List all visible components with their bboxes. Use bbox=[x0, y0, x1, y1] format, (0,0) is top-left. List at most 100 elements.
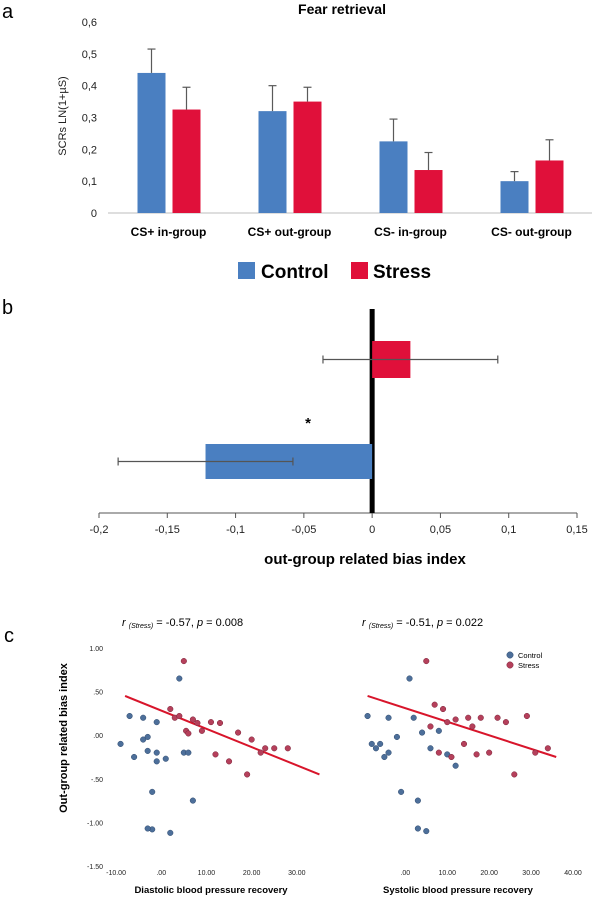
stress-point bbox=[431, 701, 438, 708]
chart-c-ylabel: Out-group related bias index bbox=[58, 662, 70, 813]
stress-point bbox=[486, 749, 493, 756]
legend-control-swatch bbox=[238, 262, 255, 279]
significance-star: * bbox=[305, 415, 311, 432]
stress-point bbox=[212, 751, 219, 758]
x-tick-label: 30.00 bbox=[522, 870, 540, 877]
control-point bbox=[393, 733, 400, 740]
stat-diastolic: r (Stress) = -0.57, p = 0.008 bbox=[122, 617, 243, 631]
stress-point bbox=[189, 716, 196, 723]
panel-label-b: b bbox=[2, 297, 13, 319]
control-point bbox=[185, 749, 192, 756]
x-tick-label: 0,15 bbox=[566, 524, 587, 536]
control-point bbox=[414, 797, 421, 804]
stress-point bbox=[473, 751, 480, 758]
stress-point bbox=[180, 658, 187, 665]
panel-label-c: c bbox=[4, 625, 14, 647]
control-point bbox=[410, 714, 417, 721]
control-point bbox=[144, 825, 151, 832]
stress-point bbox=[185, 730, 192, 737]
control-point bbox=[153, 758, 160, 765]
stress-point bbox=[448, 753, 455, 761]
stress-point bbox=[523, 712, 530, 720]
stress-point bbox=[460, 740, 468, 747]
stress-point bbox=[198, 727, 205, 734]
x-tick-label: 0,1 bbox=[501, 524, 516, 536]
x-tick-label: 20.00 bbox=[243, 870, 261, 877]
y-tick-label: 0,3 bbox=[82, 113, 97, 125]
chart-c2-xlabel: Systolic blood pressure recovery bbox=[383, 885, 534, 896]
stress-point bbox=[244, 771, 251, 778]
x-tick-label: 0,05 bbox=[430, 524, 451, 536]
bar-stress bbox=[414, 170, 443, 213]
x-tick-label: 10.00 bbox=[198, 870, 216, 877]
y-tick-label: 0,5 bbox=[82, 49, 97, 61]
stat-systolic: r (Stress) = -0.51, p = 0.022 bbox=[362, 617, 483, 631]
stress-point bbox=[216, 719, 224, 727]
stress-point bbox=[469, 723, 476, 730]
fit-line bbox=[124, 695, 320, 776]
legend-stress-swatch bbox=[351, 262, 368, 279]
category-label: CS+ in-group bbox=[131, 225, 207, 239]
legend-c-stress-label: Stress bbox=[518, 661, 540, 670]
control-point bbox=[149, 788, 156, 795]
stress-point bbox=[176, 712, 183, 720]
x-tick-label: 20.00 bbox=[480, 870, 498, 877]
x-tick-label: .00 bbox=[156, 870, 166, 877]
legend-stress-label: Stress bbox=[373, 262, 431, 283]
x-tick-label: 0 bbox=[369, 524, 375, 536]
stress-point bbox=[248, 736, 255, 743]
y-tick-label: 0,6 bbox=[82, 17, 97, 29]
bar-stress bbox=[172, 109, 201, 213]
stress-point bbox=[225, 758, 233, 765]
x-tick-label: -10.00 bbox=[106, 870, 126, 877]
control-point bbox=[435, 727, 442, 734]
stress-point bbox=[435, 749, 442, 756]
bar-stress bbox=[535, 160, 564, 213]
stress-point bbox=[477, 714, 484, 721]
control-point bbox=[419, 729, 426, 736]
stress-point bbox=[502, 719, 509, 726]
control-point bbox=[406, 675, 413, 682]
y-tick-label: .00 bbox=[93, 733, 103, 740]
stress-point bbox=[194, 719, 201, 727]
bar-control bbox=[500, 181, 529, 213]
control-point bbox=[126, 712, 133, 720]
control-point bbox=[153, 719, 160, 726]
control-point bbox=[140, 714, 147, 721]
control-point bbox=[452, 762, 459, 769]
legend-c-stress-marker bbox=[506, 661, 514, 669]
category-label: CS- out-group bbox=[491, 225, 572, 239]
y-tick-label: 0,4 bbox=[82, 81, 97, 93]
y-tick-label: -.50 bbox=[91, 777, 103, 784]
stress-point bbox=[465, 714, 472, 721]
panel-label-a: a bbox=[2, 1, 14, 23]
y-tick-label: -1.50 bbox=[87, 864, 103, 871]
x-tick-label: 10.00 bbox=[438, 870, 456, 877]
x-tick-label: 30.00 bbox=[288, 870, 306, 877]
control-point bbox=[385, 749, 392, 756]
x-tick-label: -0,2 bbox=[90, 524, 109, 536]
stress-point bbox=[284, 745, 291, 752]
stress-point bbox=[444, 719, 451, 726]
legend-control-label: Control bbox=[261, 262, 329, 283]
control-point bbox=[385, 714, 392, 721]
category-label: CS- in-group bbox=[374, 225, 447, 239]
control-point bbox=[144, 733, 151, 740]
control-point bbox=[162, 755, 169, 762]
stress-point bbox=[423, 658, 430, 665]
y-tick-label: 1.00 bbox=[89, 646, 103, 653]
stress-point bbox=[167, 705, 174, 713]
y-tick-label: 0 bbox=[91, 208, 97, 220]
x-tick-label: -0,05 bbox=[291, 524, 316, 536]
control-point bbox=[140, 736, 147, 743]
stress-point bbox=[271, 745, 278, 752]
stress-point bbox=[494, 714, 501, 721]
stress-point bbox=[207, 719, 215, 726]
bar-control bbox=[258, 111, 287, 213]
chart-c1-xlabel: Diastolic blood pressure recovery bbox=[134, 885, 288, 896]
control-point bbox=[381, 753, 388, 761]
chart-a-ylabel: SCRs LN(1+µS) bbox=[57, 76, 69, 155]
control-point bbox=[189, 797, 196, 804]
control-point bbox=[153, 749, 160, 756]
